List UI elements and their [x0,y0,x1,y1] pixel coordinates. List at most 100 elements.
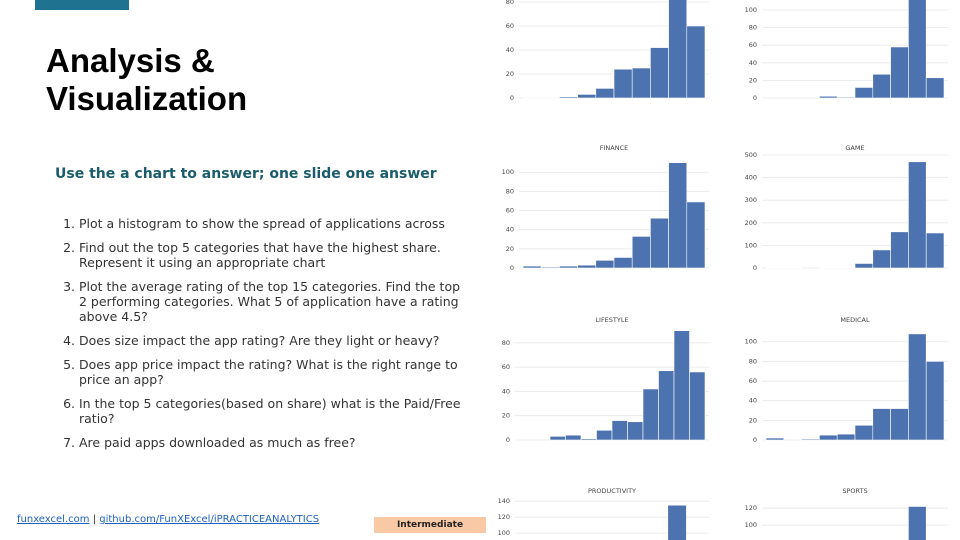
histogram-bar [836,96,856,99]
histogram-bar [890,408,909,441]
histogram-bar [595,88,615,99]
question: Find out the top 5 categories that have … [79,240,464,270]
footer: funxexcel.com | github.com/FunXExcel/iPR… [17,514,319,525]
subtitle: Use the a chart to answer; one slide one… [55,166,437,182]
histogram-bar [577,94,597,99]
y-tick-label: 60 [749,41,757,49]
link[interactable]: github.com/FunXExcel/iPRACTICEANALYTICS [99,514,320,525]
y-tick-label: 20 [506,70,514,78]
question: In the top 5 categories(based on share) … [79,396,464,426]
y-tick-label: 60 [749,377,757,385]
y-tick-label: 60 [502,363,510,371]
histogram-bar [908,506,927,540]
question-list: Plot a histogram to show the spread of a… [55,216,464,459]
histogram-bar [642,388,659,441]
histogram-bar [925,232,945,269]
histogram-bar [559,265,578,269]
y-tick-label: 100 [745,521,757,529]
question: Plot the average rating of the top 15 ca… [79,279,464,324]
histogram-bar [559,96,578,99]
chart-title: SPORTS [842,487,867,495]
histogram-bar [925,77,945,99]
link[interactable]: funxexcel.com [17,514,90,525]
histogram-bar [549,436,566,441]
histogram-bar [908,0,927,99]
histogram-bar [765,437,785,441]
y-tick-label: 0 [753,94,757,102]
slide-title: Analysis & Visualization [46,42,248,117]
y-tick-label: 0 [510,264,514,272]
y-tick-label: 200 [745,219,757,227]
histogram-bar [854,424,874,441]
histogram-bar [686,201,706,269]
histogram-bar [631,67,651,99]
accent-bar [35,0,129,10]
question: Does size impact the app rating? Are the… [79,333,464,348]
y-tick-label: 100 [745,338,757,346]
question: Are paid apps downloaded as much as free… [79,435,464,450]
histogram-bar [613,257,633,269]
chart-title: LIFESTYLE [595,316,628,324]
separator: | [92,514,97,525]
y-tick-label: 0 [506,436,510,444]
histogram-bar [872,249,891,269]
y-tick-label: 60 [506,207,514,215]
histogram-bar [667,504,687,540]
y-tick-label: 0 [753,264,757,272]
histogram-bar [613,68,633,99]
histogram-bar [801,438,820,441]
y-tick-label: 60 [506,22,514,30]
y-tick-label: 500 [745,151,757,159]
histogram-bar [689,371,706,441]
histogram-bar [819,95,838,99]
histogram-bar [908,161,927,269]
y-tick-label: 40 [502,387,510,395]
level-badge: Intermediate [374,517,486,533]
chart-title: FINANCE [600,144,628,152]
histogram-bar [650,217,669,269]
histogram-bar [611,420,628,441]
histogram-bar [925,361,945,441]
y-tick-label: 80 [749,24,757,32]
histogram-bar [890,46,909,99]
histogram-bar [819,434,838,441]
question: Plot a histogram to show the spread of a… [79,216,464,231]
y-tick-label: 20 [749,76,757,84]
histogram-bar [908,333,927,441]
y-tick-label: 120 [498,513,510,521]
histogram-bar [540,97,560,99]
histogram-bar [577,264,597,269]
histogram-bar [596,429,613,441]
histogram-bar [872,408,891,441]
y-tick-label: 80 [502,339,510,347]
histogram-bar [890,231,909,269]
histogram-bar [595,260,615,269]
histogram-bar [522,97,542,99]
question: Does app price impact the rating? What i… [79,357,464,387]
y-tick-label: 40 [506,46,514,54]
histogram-bar [872,73,891,99]
histogram-bar [522,265,542,269]
histogram-bar [565,434,582,441]
y-tick-label: 0 [510,94,514,102]
histogram-bar [673,330,690,441]
chart-title: MEDICAL [840,316,870,324]
y-tick-label: 140 [498,497,510,505]
histogram-bar [854,263,874,269]
y-tick-label: 100 [498,529,510,537]
y-tick-label: 40 [506,226,514,234]
histogram-bar [650,47,669,99]
y-tick-label: 100 [502,168,514,176]
chart-title: GAME [845,144,864,152]
histogram-bar [854,87,874,99]
y-tick-label: 80 [506,187,514,195]
y-tick-label: 80 [749,357,757,365]
histogram-bar [668,162,688,269]
histogram-bar [627,421,644,441]
y-tick-label: 20 [749,416,757,424]
y-tick-label: 20 [502,412,510,420]
y-tick-label: 100 [745,6,757,14]
y-tick-label: 120 [745,504,757,512]
histogram-bar [631,236,651,269]
